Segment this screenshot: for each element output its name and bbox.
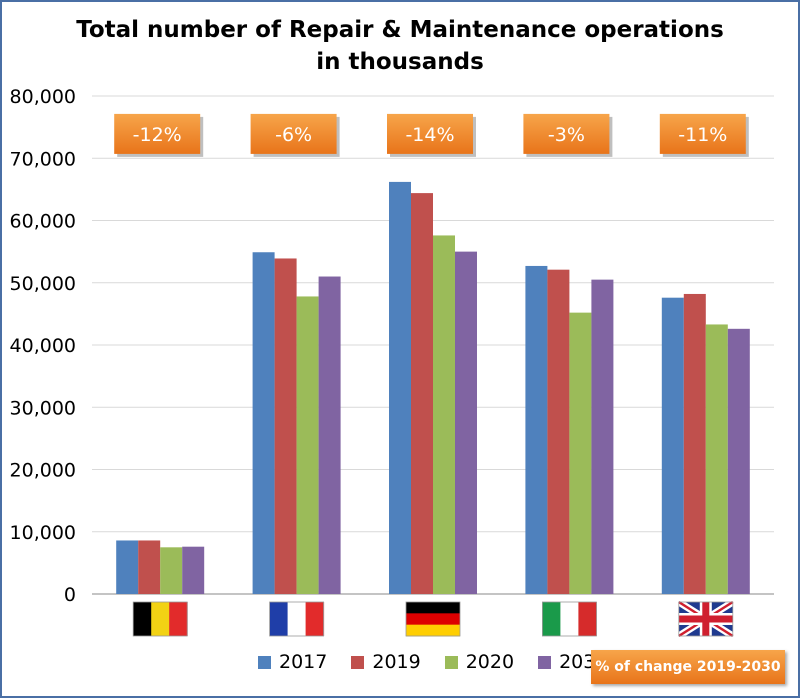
legend-item-2017: 2017 bbox=[258, 651, 327, 673]
bar-2017-italy bbox=[525, 265, 548, 594]
bar-2017-belgium bbox=[116, 540, 139, 594]
change-badge-box bbox=[523, 113, 610, 154]
legend-item-2019: 2019 bbox=[351, 651, 421, 673]
change-badge-box bbox=[387, 113, 473, 154]
legend-label-2020: 2020 bbox=[465, 651, 515, 673]
france-flag-icon bbox=[269, 601, 325, 637]
germany-flag-icon bbox=[405, 601, 461, 637]
y-tick-label: 80,000 bbox=[10, 86, 76, 108]
change-badge-box bbox=[250, 113, 337, 154]
uk-flag-icon bbox=[676, 599, 735, 639]
bar-2017-france bbox=[252, 252, 275, 594]
y-tick-label: 0 bbox=[64, 584, 76, 606]
chart-title-line-1: Total number of Repair & Maintenance ope… bbox=[76, 17, 724, 43]
bar-2017-germany bbox=[389, 181, 411, 594]
bar-2020-germany bbox=[433, 235, 455, 594]
change-badge-label: -11% bbox=[678, 124, 727, 146]
bar-2020-united-kingdom bbox=[705, 324, 728, 594]
y-tick-label: 60,000 bbox=[10, 211, 76, 233]
bar-2019-germany bbox=[411, 193, 433, 595]
legend-swatch-2020 bbox=[444, 655, 458, 669]
belgium-flag-icon bbox=[132, 601, 188, 637]
legend-label-2017: 2017 bbox=[279, 651, 328, 673]
change-badge: -11% bbox=[659, 113, 749, 157]
change-note-box: % of change 2019-2030 bbox=[591, 650, 785, 684]
bar-2020-italy bbox=[569, 312, 592, 594]
change-badge-label: -14% bbox=[405, 124, 454, 146]
bar-2019-france bbox=[274, 258, 297, 594]
change-badge-label: -12% bbox=[133, 124, 182, 146]
y-tick-label: 40,000 bbox=[10, 335, 76, 357]
change-badge: -14% bbox=[387, 113, 476, 157]
bar-2030-france bbox=[318, 276, 341, 594]
change-badge: -6% bbox=[250, 113, 340, 157]
bar-2030-italy bbox=[591, 279, 614, 594]
bar-2030-united-kingdom bbox=[727, 328, 750, 594]
bar-2030-belgium bbox=[182, 546, 205, 594]
legend-swatch-2030 bbox=[538, 655, 552, 669]
chart-legend: 2017 2019 2020 2030 bbox=[258, 650, 607, 674]
chart-title-line-2: in thousands bbox=[316, 49, 484, 75]
chart-title: Total number of Repair & Maintenance ope… bbox=[0, 14, 800, 78]
legend-label-2019: 2019 bbox=[372, 651, 421, 673]
change-badge-label: -6% bbox=[275, 124, 312, 146]
italy-flag-icon bbox=[542, 601, 597, 637]
legend-swatch-2019 bbox=[351, 655, 365, 669]
change-badge-box bbox=[114, 113, 201, 154]
legend-item-2020: 2020 bbox=[444, 651, 515, 673]
bar-2030-germany bbox=[455, 251, 477, 594]
y-tick-label: 70,000 bbox=[10, 148, 76, 170]
y-tick-label: 10,000 bbox=[10, 522, 76, 544]
y-tick-label: 20,000 bbox=[10, 460, 76, 482]
bar-2019-belgium bbox=[138, 540, 161, 594]
legend-swatch-2017 bbox=[258, 655, 271, 669]
change-badge-label: -3% bbox=[548, 124, 585, 146]
change-badge: -3% bbox=[523, 113, 613, 157]
change-badge: -12% bbox=[114, 113, 204, 157]
bar-2017-united-kingdom bbox=[661, 297, 684, 594]
bar-2020-france bbox=[296, 296, 319, 594]
change-badge-box bbox=[659, 113, 746, 154]
bar-2019-united-kingdom bbox=[683, 293, 706, 594]
bar-2019-italy bbox=[547, 269, 570, 594]
bar-2020-belgium bbox=[160, 547, 183, 594]
y-tick-label: 30,000 bbox=[10, 397, 76, 419]
y-tick-label: 50,000 bbox=[10, 273, 76, 295]
